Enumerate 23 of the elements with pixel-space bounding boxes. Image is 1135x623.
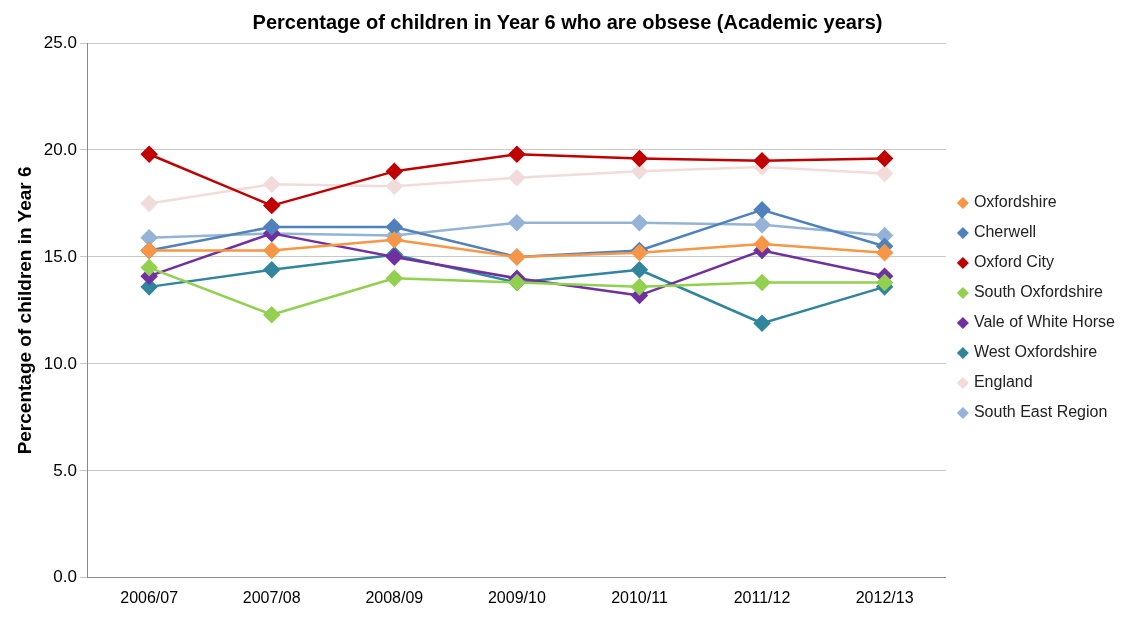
legend-label: Oxfordshire: [973, 193, 1057, 211]
legend-label: Vale of White Horse: [973, 313, 1116, 331]
y-tick-label: 25.0: [43, 32, 77, 52]
y-tick-label: 20.0: [43, 139, 77, 159]
x-tick-label: 2011/12: [733, 588, 791, 606]
y-tick-label: 15.0: [43, 246, 77, 266]
y-tick-label: 5.0: [53, 460, 77, 480]
y-tick-label: 10.0: [43, 353, 77, 373]
legend-label: South East Region: [973, 403, 1108, 421]
chart-title: Percentage of children in Year 6 who are obsese (Academic years): [252, 10, 883, 33]
x-tick-label: 2012/13: [855, 588, 914, 606]
legend-label: Oxford City: [973, 253, 1054, 271]
legend-label: Cherwell: [973, 223, 1037, 241]
x-tick-label: 2006/07: [120, 588, 179, 606]
x-tick-label: 2007/08: [242, 588, 301, 606]
x-tick-label: 2009/10: [487, 588, 546, 606]
legend-label: West Oxfordshire: [973, 343, 1098, 361]
y-tick-label: 0.0: [53, 567, 77, 587]
y-axis-title: Percentage of children in Year 6: [13, 166, 35, 455]
x-tick-label: 2008/09: [365, 588, 424, 606]
legend-label: South Oxfordshire: [973, 283, 1103, 301]
x-tick-label: 2010/11: [611, 588, 668, 606]
legend-label: England: [973, 373, 1033, 391]
